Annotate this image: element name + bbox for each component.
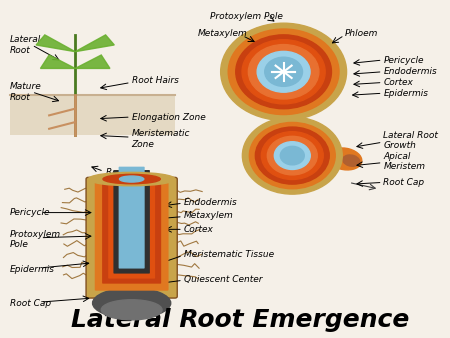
Circle shape: [249, 122, 335, 189]
Circle shape: [274, 142, 310, 169]
Text: Meristematic
Zone: Meristematic Zone: [132, 129, 190, 148]
FancyBboxPatch shape: [102, 175, 161, 284]
Ellipse shape: [343, 155, 360, 166]
Text: Cortex: Cortex: [383, 78, 414, 87]
Ellipse shape: [328, 148, 362, 170]
FancyBboxPatch shape: [113, 170, 150, 273]
FancyBboxPatch shape: [86, 177, 177, 298]
Text: Quiescent Center: Quiescent Center: [184, 275, 262, 284]
FancyBboxPatch shape: [95, 178, 169, 291]
Text: Protoxylem Pole: Protoxylem Pole: [210, 12, 283, 21]
Text: Endodermis: Endodermis: [184, 198, 238, 207]
Text: Cortex: Cortex: [184, 225, 214, 234]
Circle shape: [248, 45, 319, 99]
Ellipse shape: [93, 288, 171, 318]
Text: Lateral
Root: Lateral Root: [10, 35, 41, 55]
Circle shape: [261, 132, 323, 179]
Text: Meristematic Tissue: Meristematic Tissue: [184, 250, 274, 259]
Text: Elongation Zone: Elongation Zone: [132, 113, 205, 122]
Text: Phloem: Phloem: [344, 29, 378, 38]
Circle shape: [280, 146, 304, 165]
Text: Protoxylem
Pole: Protoxylem Pole: [10, 230, 61, 249]
Circle shape: [255, 127, 329, 184]
Polygon shape: [36, 35, 75, 52]
Circle shape: [242, 40, 325, 104]
Text: Epidermis: Epidermis: [383, 89, 428, 98]
Ellipse shape: [103, 174, 160, 184]
Text: Root Cap: Root Cap: [10, 298, 51, 308]
Ellipse shape: [88, 172, 175, 186]
Text: Epidermis: Epidermis: [10, 265, 55, 274]
Polygon shape: [75, 35, 114, 52]
Text: Metaxylem: Metaxylem: [184, 212, 234, 220]
Text: Root Cap: Root Cap: [383, 178, 425, 187]
Text: Endodermis: Endodermis: [383, 67, 437, 76]
Text: Pericycle: Pericycle: [383, 55, 424, 65]
Text: Root Hairs: Root Hairs: [132, 76, 179, 84]
Text: Pericycle: Pericycle: [10, 208, 50, 217]
Text: Mature
Root: Mature Root: [10, 82, 42, 102]
FancyBboxPatch shape: [108, 173, 155, 279]
Circle shape: [220, 23, 346, 120]
Text: Apical
Meristem: Apical Meristem: [383, 152, 426, 171]
FancyBboxPatch shape: [10, 95, 175, 136]
Circle shape: [236, 35, 332, 109]
Polygon shape: [40, 55, 75, 68]
Text: Metaxylem: Metaxylem: [198, 29, 248, 38]
Circle shape: [265, 57, 302, 87]
Circle shape: [267, 136, 317, 175]
Text: Lateral Root
Growth: Lateral Root Growth: [383, 131, 438, 150]
Ellipse shape: [101, 300, 162, 320]
Circle shape: [228, 29, 339, 115]
FancyBboxPatch shape: [119, 167, 144, 269]
Text: Root Tip: Root Tip: [106, 168, 143, 177]
Ellipse shape: [120, 176, 144, 182]
Circle shape: [257, 51, 310, 92]
Text: Lateral Root Emergence: Lateral Root Emergence: [71, 308, 410, 332]
Circle shape: [243, 117, 342, 194]
Polygon shape: [75, 55, 110, 68]
